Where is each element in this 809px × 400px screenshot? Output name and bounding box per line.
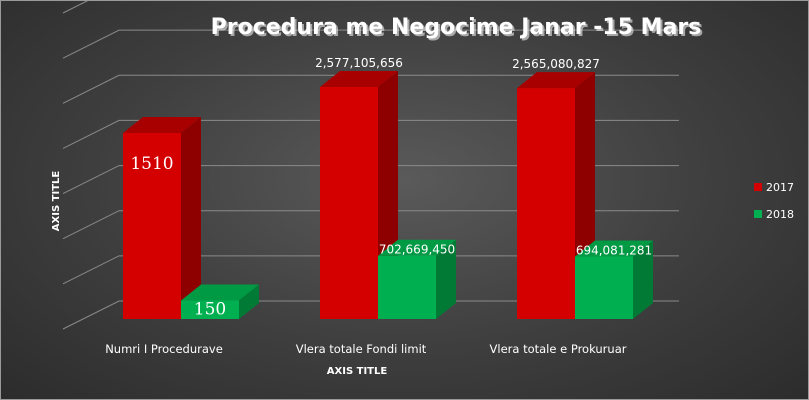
data-label: 150 xyxy=(194,300,226,320)
data-label: 1510 xyxy=(130,154,173,174)
bar-side xyxy=(181,117,201,319)
bar-front xyxy=(123,133,181,319)
bar-side xyxy=(436,239,456,319)
bar-2018-2 xyxy=(575,240,653,319)
x-axis-title: AXIS TITLE xyxy=(327,366,388,377)
data-label: 694,081,281 xyxy=(576,244,652,258)
data-label: 2,565,080,827 xyxy=(512,57,600,71)
gridline xyxy=(62,1,89,14)
chart-title: Procedura me Negocime Janar -15 Mars xyxy=(211,15,702,40)
bar-top xyxy=(575,240,653,257)
bar-top xyxy=(517,72,595,89)
y-axis-title: AXIS TITLE xyxy=(51,171,62,232)
bars-layer xyxy=(123,71,653,319)
bar-side xyxy=(633,240,653,319)
category-label: Vlera totale e Prokuruar xyxy=(490,342,627,356)
bar-front xyxy=(575,256,633,319)
bar-top xyxy=(123,117,201,133)
legend-swatch-2018 xyxy=(754,210,762,218)
bar-side xyxy=(239,284,259,319)
bar-front xyxy=(378,255,436,319)
category-label: Numri I Procedurave xyxy=(105,342,223,356)
chart-title-shadow: Procedura me Negocime Janar -15 Mars xyxy=(213,17,704,42)
gridline xyxy=(62,210,679,240)
gridline xyxy=(62,74,679,104)
labels-layer: Numri I Procedurave 1510 150 Vlera totale F… xyxy=(105,56,652,356)
bar-top xyxy=(378,239,456,256)
bar-front xyxy=(517,88,575,319)
bar-2018-1 xyxy=(378,239,456,319)
bar-top xyxy=(181,284,259,301)
legend-label-2018: 2018 xyxy=(766,208,794,221)
data-label: 702,669,450 xyxy=(379,243,455,257)
bar-front xyxy=(320,87,378,319)
gridline xyxy=(62,165,679,195)
bar-top xyxy=(320,71,398,87)
grid-layer xyxy=(62,1,679,330)
data-label: 2,577,105,656 xyxy=(315,56,403,70)
bar-front xyxy=(181,300,239,319)
gridline xyxy=(62,29,679,59)
bar-2018-0 xyxy=(181,284,259,319)
legend: 2017 2018 xyxy=(754,181,794,221)
bar-2017-0 xyxy=(123,117,201,319)
bar-2017-1 xyxy=(320,71,398,319)
category-label: Vlera totale Fondi limit xyxy=(296,342,427,356)
legend-swatch-2017 xyxy=(754,183,762,191)
gridline xyxy=(62,119,679,149)
gridline xyxy=(62,255,679,285)
gridline xyxy=(62,300,679,330)
legend-label-2017: 2017 xyxy=(766,181,794,194)
